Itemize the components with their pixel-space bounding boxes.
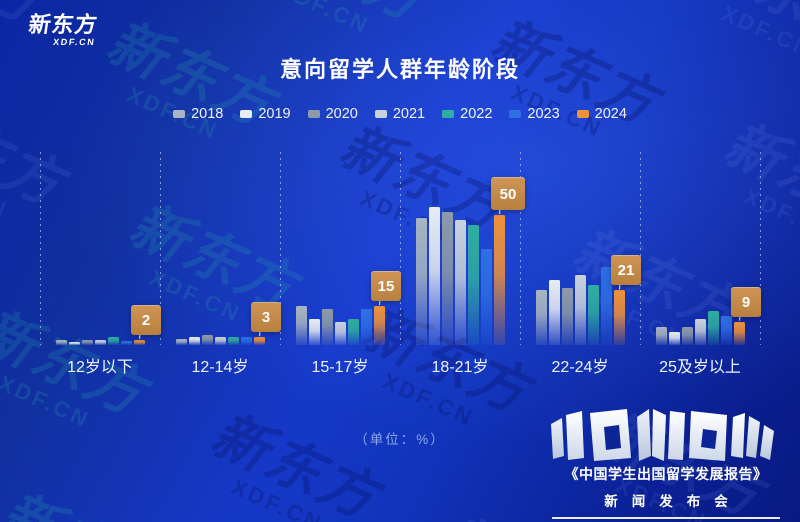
legend-label-2019: 2019 xyxy=(258,106,291,122)
legend-item-2020: 2020 xyxy=(307,106,358,122)
bar-2020-18-21岁 xyxy=(442,212,453,345)
bar-2023-22-24岁 xyxy=(601,267,612,345)
bar-2019-22-24岁 xyxy=(549,280,560,345)
legend-label-2021: 2021 xyxy=(392,106,426,122)
bar-2024-12岁以下 xyxy=(134,339,145,345)
data-callout-12岁以下: 2 xyxy=(131,304,161,335)
legend-label-2020: 2020 xyxy=(325,106,358,122)
bar-2023-12岁以下 xyxy=(121,341,132,345)
x-axis-label-15-17岁: 15-17岁 xyxy=(311,359,369,376)
legend-label-2023: 2023 xyxy=(527,106,560,122)
dashed-guide-line xyxy=(760,152,761,345)
legend-swatch-2022 xyxy=(442,110,455,118)
legend-item-2019: 2019 xyxy=(240,106,291,122)
legend-item-2021: 2021 xyxy=(374,106,426,122)
bar-2024-15-17岁 xyxy=(374,306,385,345)
dashed-guide-line xyxy=(640,152,641,345)
bar-2019-18-21岁 xyxy=(429,207,440,345)
bar-2021-12岁以下 xyxy=(95,339,106,345)
legend-label-2022: 2022 xyxy=(460,106,493,122)
x-axis-label-12-14岁: 12-14岁 xyxy=(191,359,249,376)
footer: 《中国学生出国留学发展报告》 新闻发布会 xyxy=(540,404,792,522)
bar-2018-15-17岁 xyxy=(296,306,307,345)
bar-2020-22-24岁 xyxy=(562,287,573,345)
legend-swatch-2019 xyxy=(240,110,253,118)
bar-2022-12-14岁 xyxy=(228,337,239,345)
bar-2018-25及岁以上 xyxy=(656,326,667,345)
bar-2022-12岁以下 xyxy=(108,337,119,345)
data-callout-25及岁以上: 9 xyxy=(731,286,761,317)
bar-2021-15-17岁 xyxy=(335,321,346,345)
bar-2021-18-21岁 xyxy=(455,220,466,345)
legend-item-2024: 2024 xyxy=(576,106,627,122)
bar-2021-22-24岁 xyxy=(575,274,586,345)
bar-2018-12-14岁 xyxy=(176,338,187,345)
event-name: 新闻发布会 xyxy=(604,494,742,509)
legend-swatch-2021 xyxy=(374,110,387,118)
legend-label-2018: 2018 xyxy=(191,106,224,122)
x-axis-label-18-21岁: 18-21岁 xyxy=(431,359,489,376)
bar-2023-25及岁以上 xyxy=(721,316,732,345)
legend-swatch-2023 xyxy=(509,110,522,118)
bar-2018-22-24岁 xyxy=(536,290,547,345)
bar-2022-18-21岁 xyxy=(468,225,479,345)
legend-label-2024: 2024 xyxy=(594,106,627,122)
legend-swatch-2020 xyxy=(307,110,320,118)
bar-2021-25及岁以上 xyxy=(695,319,706,345)
bar-2018-18-21岁 xyxy=(416,217,427,345)
legend-item-2023: 2023 xyxy=(509,106,560,122)
x-axis-label-25及岁以上: 25及岁以上 xyxy=(659,359,741,376)
bar-2024-25及岁以上 xyxy=(734,321,745,345)
bar-2019-25及岁以上 xyxy=(669,332,680,345)
bar-2020-12岁以下 xyxy=(82,339,93,345)
dashed-guide-line xyxy=(280,152,281,345)
dashed-guide-line xyxy=(40,152,41,345)
bar-2020-15-17岁 xyxy=(322,308,333,345)
unit-note: （单位：%） xyxy=(354,432,446,447)
chart-title: 意向留学人群年龄阶段 xyxy=(279,57,520,82)
legend-item-2022: 2022 xyxy=(442,106,492,122)
bar-2024-18-21岁 xyxy=(494,215,505,345)
bar-2018-12岁以下 xyxy=(56,339,67,345)
dashed-guide-line xyxy=(400,152,401,345)
legend-swatch-2024 xyxy=(576,110,589,118)
bar-2019-12-14岁 xyxy=(189,337,200,345)
books-10-emblem-graphic xyxy=(551,409,774,461)
bar-2023-18-21岁 xyxy=(481,248,492,345)
bar-2022-15-17岁 xyxy=(348,319,359,345)
bar-2019-15-17岁 xyxy=(309,319,320,345)
dashed-guide-line xyxy=(520,152,521,345)
bar-2020-25及岁以上 xyxy=(682,326,693,345)
bar-2022-25及岁以上 xyxy=(708,311,719,345)
dashed-guide-line xyxy=(160,152,161,345)
bar-2023-12-14岁 xyxy=(241,337,252,345)
x-axis-label-22-24岁: 22-24岁 xyxy=(551,359,609,376)
bar-2022-22-24岁 xyxy=(588,285,599,345)
data-callout-15-17岁: 15 xyxy=(371,271,401,301)
footer-rule xyxy=(552,517,780,519)
bar-2021-12-14岁 xyxy=(215,337,226,345)
x-axis-label-12岁以下: 12岁以下 xyxy=(67,359,133,376)
legend-swatch-2018 xyxy=(173,110,186,118)
bar-2019-12岁以下 xyxy=(69,342,80,345)
bar-2024-12-14岁 xyxy=(254,337,265,345)
chart-legend: 2018 2019 2020 2021 2022 2023 2024 xyxy=(0,106,800,122)
bar-2024-22-24岁 xyxy=(614,290,625,345)
data-callout-12-14岁: 3 xyxy=(251,302,281,333)
bar-2020-12-14岁 xyxy=(202,334,213,345)
data-callout-18-21岁: 50 xyxy=(491,177,525,210)
legend-item-2018: 2018 xyxy=(173,106,223,122)
bar-2023-15-17岁 xyxy=(361,308,372,345)
report-title: 《中国学生出国留学发展报告》 xyxy=(564,466,768,482)
data-callout-22-24岁: 21 xyxy=(611,255,641,286)
